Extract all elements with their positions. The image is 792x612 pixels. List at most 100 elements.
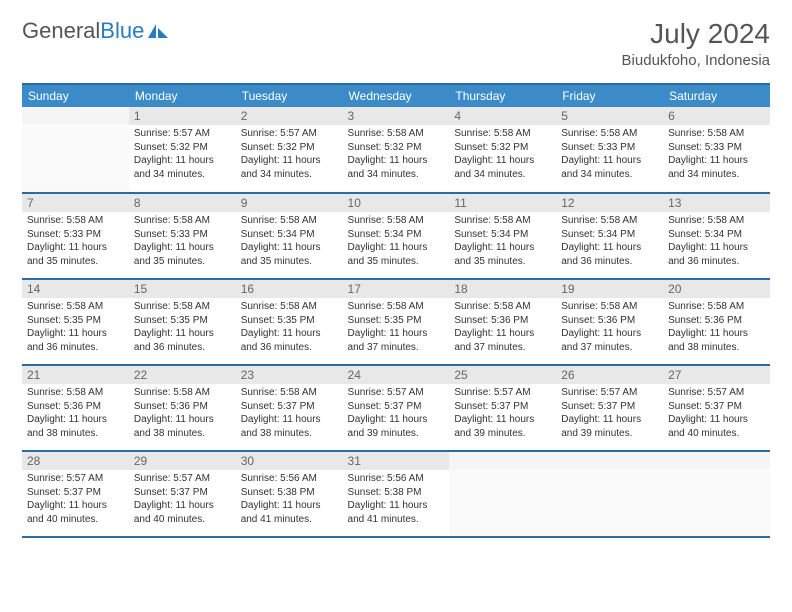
day-number: 2: [236, 107, 343, 125]
day-info: Sunrise: 5:57 AMSunset: 5:37 PMDaylight:…: [129, 470, 236, 530]
sunset-text: Sunset: 5:33 PM: [134, 228, 231, 242]
calendar-day-cell: 7Sunrise: 5:58 AMSunset: 5:33 PMDaylight…: [22, 193, 129, 279]
day-info: Sunrise: 5:58 AMSunset: 5:34 PMDaylight:…: [236, 212, 343, 272]
day-number: 14: [22, 280, 129, 298]
daylight-text: Daylight: 11 hours and 36 minutes.: [561, 241, 658, 268]
daylight-text: Daylight: 11 hours and 39 minutes.: [348, 413, 445, 440]
daylight-text: Daylight: 11 hours and 34 minutes.: [454, 154, 551, 181]
day-info: Sunrise: 5:58 AMSunset: 5:35 PMDaylight:…: [22, 298, 129, 358]
day-info: Sunrise: 5:58 AMSunset: 5:34 PMDaylight:…: [663, 212, 770, 272]
calendar-day-cell: 11Sunrise: 5:58 AMSunset: 5:34 PMDayligh…: [449, 193, 556, 279]
sunrise-text: Sunrise: 5:58 AM: [27, 214, 124, 228]
sunset-text: Sunset: 5:33 PM: [27, 228, 124, 242]
day-info: Sunrise: 5:58 AMSunset: 5:36 PMDaylight:…: [22, 384, 129, 444]
calendar-week-row: 21Sunrise: 5:58 AMSunset: 5:36 PMDayligh…: [22, 365, 770, 451]
calendar-week-row: 7Sunrise: 5:58 AMSunset: 5:33 PMDaylight…: [22, 193, 770, 279]
calendar-day-cell: 16Sunrise: 5:58 AMSunset: 5:35 PMDayligh…: [236, 279, 343, 365]
col-header: Thursday: [449, 84, 556, 107]
month-title: July 2024: [622, 18, 770, 50]
day-info: Sunrise: 5:58 AMSunset: 5:34 PMDaylight:…: [556, 212, 663, 272]
sunset-text: Sunset: 5:35 PM: [27, 314, 124, 328]
day-number: 15: [129, 280, 236, 298]
day-number: [449, 452, 556, 469]
page-header: GeneralBlue July 2024 Biudukfoho, Indone…: [22, 18, 770, 69]
day-info: Sunrise: 5:56 AMSunset: 5:38 PMDaylight:…: [236, 470, 343, 530]
day-info: Sunrise: 5:57 AMSunset: 5:37 PMDaylight:…: [343, 384, 450, 444]
calendar-day-cell: 15Sunrise: 5:58 AMSunset: 5:35 PMDayligh…: [129, 279, 236, 365]
daylight-text: Daylight: 11 hours and 34 minutes.: [348, 154, 445, 181]
sunset-text: Sunset: 5:34 PM: [241, 228, 338, 242]
day-info: Sunrise: 5:58 AMSunset: 5:37 PMDaylight:…: [236, 384, 343, 444]
sunset-text: Sunset: 5:37 PM: [561, 400, 658, 414]
sunset-text: Sunset: 5:35 PM: [241, 314, 338, 328]
daylight-text: Daylight: 11 hours and 34 minutes.: [241, 154, 338, 181]
sunrise-text: Sunrise: 5:57 AM: [241, 127, 338, 141]
daylight-text: Daylight: 11 hours and 37 minutes.: [348, 327, 445, 354]
calendar-day-cell: 9Sunrise: 5:58 AMSunset: 5:34 PMDaylight…: [236, 193, 343, 279]
day-number: 5: [556, 107, 663, 125]
sunset-text: Sunset: 5:33 PM: [561, 141, 658, 155]
daylight-text: Daylight: 11 hours and 38 minutes.: [134, 413, 231, 440]
day-number: 8: [129, 194, 236, 212]
day-info: Sunrise: 5:57 AMSunset: 5:37 PMDaylight:…: [663, 384, 770, 444]
calendar-day-cell: 29Sunrise: 5:57 AMSunset: 5:37 PMDayligh…: [129, 451, 236, 537]
calendar-day-cell: 14Sunrise: 5:58 AMSunset: 5:35 PMDayligh…: [22, 279, 129, 365]
sunset-text: Sunset: 5:37 PM: [27, 486, 124, 500]
sunrise-text: Sunrise: 5:58 AM: [241, 386, 338, 400]
daylight-text: Daylight: 11 hours and 34 minutes.: [668, 154, 765, 181]
col-header: Wednesday: [343, 84, 450, 107]
day-number: 6: [663, 107, 770, 125]
daylight-text: Daylight: 11 hours and 35 minutes.: [454, 241, 551, 268]
daylight-text: Daylight: 11 hours and 36 minutes.: [134, 327, 231, 354]
logo: GeneralBlue: [22, 18, 170, 44]
day-number: 24: [343, 366, 450, 384]
calendar-day-cell: 17Sunrise: 5:58 AMSunset: 5:35 PMDayligh…: [343, 279, 450, 365]
day-number: 17: [343, 280, 450, 298]
calendar-day-cell: 12Sunrise: 5:58 AMSunset: 5:34 PMDayligh…: [556, 193, 663, 279]
calendar-day-cell: 3Sunrise: 5:58 AMSunset: 5:32 PMDaylight…: [343, 107, 450, 193]
sunrise-text: Sunrise: 5:58 AM: [134, 214, 231, 228]
daylight-text: Daylight: 11 hours and 34 minutes.: [134, 154, 231, 181]
sunset-text: Sunset: 5:36 PM: [561, 314, 658, 328]
sunrise-text: Sunrise: 5:57 AM: [134, 127, 231, 141]
sunrise-text: Sunrise: 5:58 AM: [27, 386, 124, 400]
sunset-text: Sunset: 5:37 PM: [241, 400, 338, 414]
title-block: July 2024 Biudukfoho, Indonesia: [622, 18, 770, 69]
calendar-week-row: 1Sunrise: 5:57 AMSunset: 5:32 PMDaylight…: [22, 107, 770, 193]
day-info: Sunrise: 5:58 AMSunset: 5:33 PMDaylight:…: [663, 125, 770, 185]
day-info: Sunrise: 5:58 AMSunset: 5:33 PMDaylight:…: [129, 212, 236, 272]
day-number: 22: [129, 366, 236, 384]
daylight-text: Daylight: 11 hours and 41 minutes.: [348, 499, 445, 526]
calendar-day-cell: 26Sunrise: 5:57 AMSunset: 5:37 PMDayligh…: [556, 365, 663, 451]
sunrise-text: Sunrise: 5:58 AM: [348, 214, 445, 228]
col-header: Tuesday: [236, 84, 343, 107]
daylight-text: Daylight: 11 hours and 37 minutes.: [454, 327, 551, 354]
sunset-text: Sunset: 5:33 PM: [668, 141, 765, 155]
sunrise-text: Sunrise: 5:57 AM: [27, 472, 124, 486]
calendar-day-cell: 24Sunrise: 5:57 AMSunset: 5:37 PMDayligh…: [343, 365, 450, 451]
day-info: Sunrise: 5:58 AMSunset: 5:34 PMDaylight:…: [343, 212, 450, 272]
sunset-text: Sunset: 5:36 PM: [454, 314, 551, 328]
calendar-day-cell: 28Sunrise: 5:57 AMSunset: 5:37 PMDayligh…: [22, 451, 129, 537]
sunrise-text: Sunrise: 5:57 AM: [454, 386, 551, 400]
sunrise-text: Sunrise: 5:58 AM: [561, 214, 658, 228]
calendar-day-cell: 25Sunrise: 5:57 AMSunset: 5:37 PMDayligh…: [449, 365, 556, 451]
sunrise-text: Sunrise: 5:58 AM: [27, 300, 124, 314]
daylight-text: Daylight: 11 hours and 38 minutes.: [668, 327, 765, 354]
day-number: 21: [22, 366, 129, 384]
day-number: 18: [449, 280, 556, 298]
daylight-text: Daylight: 11 hours and 37 minutes.: [561, 327, 658, 354]
calendar-day-cell: 4Sunrise: 5:58 AMSunset: 5:32 PMDaylight…: [449, 107, 556, 193]
calendar-day-cell: 22Sunrise: 5:58 AMSunset: 5:36 PMDayligh…: [129, 365, 236, 451]
day-info: Sunrise: 5:58 AMSunset: 5:36 PMDaylight:…: [556, 298, 663, 358]
calendar-day-cell: 23Sunrise: 5:58 AMSunset: 5:37 PMDayligh…: [236, 365, 343, 451]
day-number: 19: [556, 280, 663, 298]
daylight-text: Daylight: 11 hours and 40 minutes.: [27, 499, 124, 526]
calendar-day-cell: 20Sunrise: 5:58 AMSunset: 5:36 PMDayligh…: [663, 279, 770, 365]
day-number: 7: [22, 194, 129, 212]
sunrise-text: Sunrise: 5:58 AM: [454, 300, 551, 314]
day-number: [556, 452, 663, 469]
calendar-day-cell: 5Sunrise: 5:58 AMSunset: 5:33 PMDaylight…: [556, 107, 663, 193]
sunrise-text: Sunrise: 5:58 AM: [668, 300, 765, 314]
day-number: 12: [556, 194, 663, 212]
